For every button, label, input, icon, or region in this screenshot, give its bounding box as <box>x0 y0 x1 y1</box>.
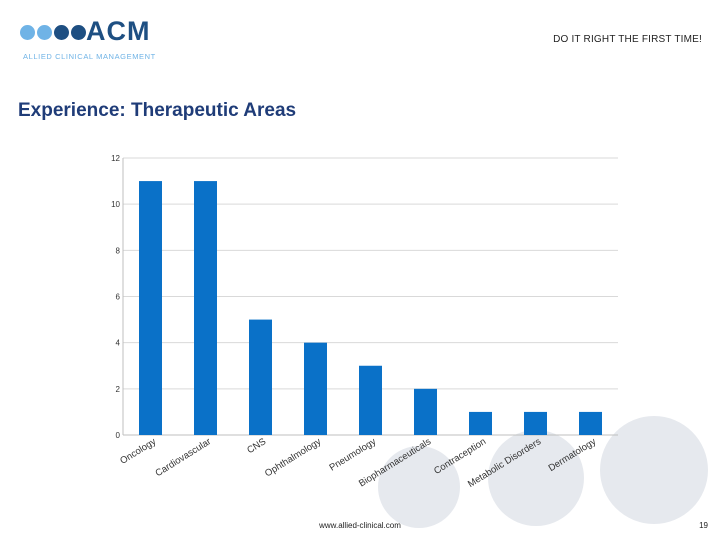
footer-url[interactable]: www.allied-clinical.com <box>319 521 401 530</box>
bar <box>524 411 547 435</box>
decorative-circle <box>378 446 460 528</box>
bar <box>469 411 492 435</box>
y-tick-label: 4 <box>116 339 121 348</box>
y-tick-label: 2 <box>116 385 121 394</box>
x-tick-label: Pneumology <box>327 436 378 473</box>
x-tick-label: Cardiovascular <box>154 436 214 479</box>
logo-subtitle: ALLIED CLINICAL MANAGEMENT <box>23 52 156 61</box>
bar <box>139 181 162 435</box>
decorative-circle <box>600 416 708 524</box>
chart-bars <box>139 181 602 435</box>
slide-title: Experience: Therapeutic Areas <box>18 100 297 121</box>
logo-brand-name: ACM <box>86 16 151 46</box>
tagline: DO IT RIGHT THE FIRST TIME! <box>553 34 702 45</box>
y-tick-label: 0 <box>116 431 121 440</box>
bar <box>194 181 217 435</box>
bar <box>579 411 602 435</box>
x-tick-label: Contraception <box>432 436 488 477</box>
x-tick-label: Dermatology <box>547 436 599 474</box>
logo-dot <box>20 25 35 40</box>
bar <box>414 388 437 435</box>
logo-dots <box>20 25 86 40</box>
logo-dot <box>71 25 86 40</box>
bar <box>249 319 272 435</box>
page-number: 19 <box>699 521 708 530</box>
x-tick-label: Ophthalmology <box>263 436 323 479</box>
y-tick-label: 8 <box>116 246 121 255</box>
y-tick-label: 6 <box>116 293 121 302</box>
logo-dot <box>37 25 52 40</box>
logo-dot <box>54 25 69 40</box>
x-tick-label: Oncology <box>118 436 158 467</box>
bar <box>304 342 327 435</box>
decorative-circle <box>488 430 584 526</box>
company-logo: ACM ALLIED CLINICAL MANAGEMENT <box>20 16 160 66</box>
y-tick-label: 12 <box>111 154 120 163</box>
x-tick-label: CNS <box>245 436 268 456</box>
y-tick-label: 10 <box>111 200 120 209</box>
bar <box>359 365 382 435</box>
